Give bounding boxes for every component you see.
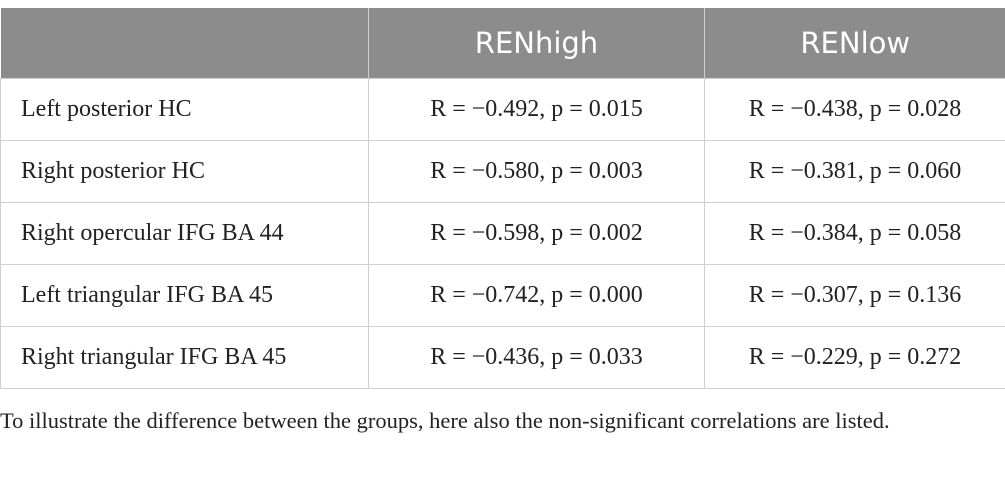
row-label: Right opercular IFG BA 44: [0, 202, 369, 265]
results-table: RENhigh RENlow Left posterior HC R = −0.4…: [0, 8, 1005, 389]
header-cell: [0, 8, 369, 79]
cell-value: R = −0.307, p = 0.136: [704, 264, 1005, 327]
header-row: RENhigh RENlow: [0, 8, 1005, 79]
cell-value: R = −0.229, p = 0.272: [704, 326, 1005, 389]
header-cell: RENlow: [704, 8, 1005, 79]
cell-value: R = −0.492, p = 0.015: [368, 78, 705, 141]
table-row: Left triangular IFG BA 45 R = −0.742, p =…: [0, 264, 1005, 327]
table-row: Left posterior HC R = −0.492, p = 0.015 R …: [0, 78, 1005, 141]
table-row: Right triangular IFG BA 45 R = −0.436, p …: [0, 326, 1005, 389]
cell-value: R = −0.580, p = 0.003: [368, 140, 705, 203]
row-label: Right posterior HC: [0, 140, 369, 203]
row-label: Right triangular IFG BA 45: [0, 326, 369, 389]
row-label: Left posterior HC: [0, 78, 369, 141]
cell-value: R = −0.742, p = 0.000: [368, 264, 705, 327]
row-label: Left triangular IFG BA 45: [0, 264, 369, 327]
cell-value: R = −0.384, p = 0.058: [704, 202, 1005, 265]
table-row: Right opercular IFG BA 44 R = −0.598, p =…: [0, 202, 1005, 265]
cell-value: R = −0.381, p = 0.060: [704, 140, 1005, 203]
cell-value: R = −0.598, p = 0.002: [368, 202, 705, 265]
cell-value: R = −0.438, p = 0.028: [704, 78, 1005, 141]
footnote: To illustrate the difference between the…: [0, 408, 890, 433]
table-body: Left posterior HC R = −0.492, p = 0.015 R …: [0, 78, 1005, 389]
cell-value: R = −0.436, p = 0.033: [368, 326, 705, 389]
header-cell: RENhigh: [368, 8, 705, 79]
table-row: Right posterior HC R = −0.580, p = 0.003 R…: [0, 140, 1005, 203]
